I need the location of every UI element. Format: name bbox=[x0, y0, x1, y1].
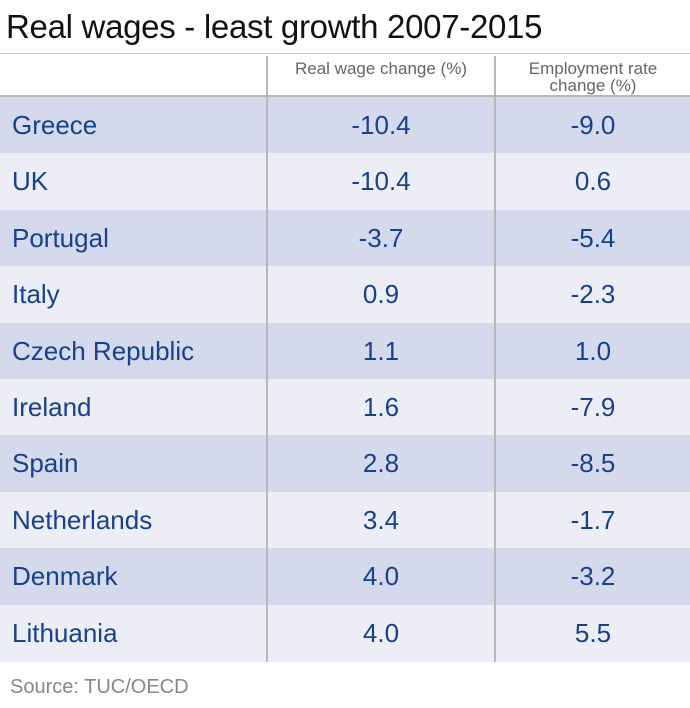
country-label: UK bbox=[12, 166, 49, 197]
column-divider-1 bbox=[266, 56, 268, 662]
table-row: Spain 2.8 -8.5 bbox=[0, 435, 690, 493]
table-row: Czech Republic 1.1 1.0 bbox=[0, 322, 690, 380]
table-row: Portugal -3.7 -5.4 bbox=[0, 209, 690, 267]
table-header-rule bbox=[0, 95, 690, 97]
country-label: Portugal bbox=[12, 222, 109, 253]
employment-change-value: -9.0 bbox=[570, 110, 616, 140]
employment-change-value: -8.5 bbox=[570, 448, 616, 479]
wage-change-value: 4.0 bbox=[362, 561, 400, 592]
employment-change-value: -5.4 bbox=[570, 222, 616, 253]
country-label: Spain bbox=[12, 448, 79, 479]
country-label: Denmark bbox=[12, 561, 118, 592]
country-label: Lithuania bbox=[12, 617, 118, 648]
table-row: Greece -10.4 -9.0 bbox=[0, 97, 690, 154]
wage-change-value: 1.1 bbox=[362, 335, 400, 366]
table-top-rule bbox=[0, 53, 690, 54]
wage-change-value: -10.4 bbox=[351, 110, 411, 140]
wage-change-value: 3.4 bbox=[362, 504, 400, 535]
chart-title: Real wages - least growth 2007-2015 bbox=[6, 8, 543, 45]
column-header-employment-line2: change (%) bbox=[549, 76, 637, 95]
table-row: Netherlands 3.4 -1.7 bbox=[0, 491, 690, 549]
table-row: Italy 0.9 -2.3 bbox=[0, 266, 690, 324]
employment-change-value: -2.3 bbox=[570, 279, 616, 310]
wage-change-value: -10.4 bbox=[351, 166, 411, 197]
employment-change-value: 0.6 bbox=[574, 166, 612, 197]
employment-change-value: -1.7 bbox=[570, 504, 616, 535]
wage-change-value: 0.9 bbox=[362, 279, 400, 310]
country-label: Greece bbox=[12, 110, 98, 140]
employment-change-value: 5.5 bbox=[574, 617, 612, 648]
wage-change-value: 4.0 bbox=[362, 617, 400, 648]
country-label: Czech Republic bbox=[12, 335, 195, 366]
table-row: UK -10.4 0.6 bbox=[0, 153, 690, 211]
wage-change-value: 1.6 bbox=[362, 392, 400, 422]
table-row: Denmark 4.0 -3.2 bbox=[0, 548, 690, 606]
column-header-employment-line1: Employment rate bbox=[528, 59, 658, 78]
wage-change-value: -3.7 bbox=[358, 222, 404, 253]
employment-change-value: -7.9 bbox=[570, 392, 616, 422]
employment-change-value: -3.2 bbox=[570, 561, 616, 592]
column-divider-2 bbox=[494, 56, 496, 662]
source-note: Source: TUC/OECD bbox=[10, 676, 189, 698]
wage-change-value: 2.8 bbox=[362, 448, 400, 479]
country-label: Netherlands bbox=[12, 504, 153, 535]
country-label: Italy bbox=[12, 279, 60, 310]
table-row: Ireland 1.6 -7.9 bbox=[0, 379, 690, 436]
employment-change-value: 1.0 bbox=[574, 335, 612, 366]
column-header-wage: Real wage change (%) bbox=[295, 59, 467, 78]
country-label: Ireland bbox=[12, 392, 92, 422]
column-header-employment: Employment rate change (%) bbox=[496, 60, 690, 94]
table-row: Lithuania 4.0 5.5 bbox=[0, 604, 690, 662]
